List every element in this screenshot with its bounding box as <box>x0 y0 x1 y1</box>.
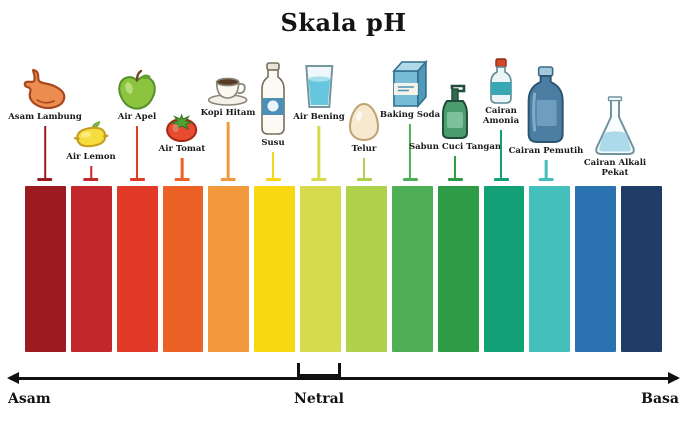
item-label: Air Tomat <box>158 144 206 155</box>
item-label: Cairan Amonia <box>482 106 520 127</box>
baking-soda-box-icon <box>389 58 431 109</box>
milk-bottle-icon <box>258 62 288 136</box>
egg-icon <box>348 102 380 142</box>
item-label: Air Apel <box>117 112 157 123</box>
ph-bar <box>254 186 296 352</box>
item-stem-line <box>180 157 184 178</box>
ph-bar <box>529 186 571 352</box>
item-baking-soda: Baking Soda <box>380 58 440 181</box>
item-label: Cairan Alkali Pekat <box>583 157 647 178</box>
page-title: Skala pH <box>280 8 407 37</box>
ph-bar <box>208 186 250 352</box>
item-label: Air Lemon <box>66 152 116 163</box>
item-tick <box>538 177 554 181</box>
ph-bar <box>116 186 158 352</box>
item-tick <box>220 177 236 181</box>
item-label: Air Bening <box>293 112 345 123</box>
item-stem-line <box>89 165 93 178</box>
bleach-bottle-icon <box>523 66 569 144</box>
water-glass-icon <box>301 64 337 110</box>
item-tick <box>129 177 145 181</box>
item-label: Telur <box>351 144 377 155</box>
item-stem-line <box>499 129 503 178</box>
ph-bar <box>346 186 387 352</box>
soap-dispenser-icon <box>438 84 472 140</box>
ph-bar <box>483 186 525 352</box>
ph-bar <box>70 186 112 352</box>
ph-bar <box>621 186 663 352</box>
item-label: Sabun Cuci Tangan <box>408 142 502 153</box>
item-cairan-alkali-pekat: Cairan Alkali Pekat <box>583 95 647 181</box>
ph-bar <box>575 186 617 352</box>
item-air-bening: Air Bening <box>293 64 345 181</box>
item-tick <box>402 177 418 181</box>
item-cairan-pemutih: Cairan Pemutih <box>508 66 584 181</box>
item-stem-line <box>317 125 321 178</box>
item-stem-line <box>453 155 457 178</box>
item-air-apel: Air Apel <box>117 70 157 181</box>
item-cairan-amonia: Cairan Amonia <box>479 58 523 181</box>
item-asam-lambung: Asam Lambung <box>8 68 82 181</box>
neutral-bracket <box>297 363 341 377</box>
item-susu: Susu <box>258 62 288 181</box>
item-stem-line <box>544 159 548 178</box>
item-stem-line <box>271 151 275 178</box>
apple-icon <box>117 70 157 111</box>
lemon-icon <box>73 120 109 150</box>
item-tick <box>311 177 327 181</box>
item-label: Asam Lambung <box>8 112 82 123</box>
ph-axis-arrow <box>7 372 680 384</box>
item-stem-line <box>408 123 412 178</box>
axis-label-netral: Netral <box>294 391 344 407</box>
item-kopi-hitam: Kopi Hitam <box>200 74 256 181</box>
ph-bar <box>391 186 433 352</box>
item-tick <box>356 177 372 181</box>
coffee-cup-icon <box>207 74 249 107</box>
erlenmeyer-flask-icon <box>593 95 637 156</box>
item-label: Kopi Hitam <box>200 108 256 119</box>
item-tick <box>447 177 463 181</box>
item-stem-line <box>135 125 139 178</box>
ph-bar <box>162 186 204 352</box>
item-telur: Telur <box>348 102 380 181</box>
item-label: Baking Soda <box>379 110 441 121</box>
axis-label-basa: Basa <box>641 391 679 407</box>
item-sabun-cuci-tangan: Sabun Cuci Tangan <box>409 84 501 181</box>
item-stem-line <box>43 125 47 178</box>
item-tick <box>265 177 281 181</box>
item-stem-line <box>362 157 366 178</box>
ph-bar <box>300 186 342 352</box>
stomach-icon <box>22 68 68 110</box>
axis-label-asam: Asam <box>8 391 51 407</box>
item-label: Cairan Pemutih <box>508 146 584 157</box>
item-tick <box>493 177 509 181</box>
ph-bar <box>25 186 66 352</box>
item-tick <box>174 177 190 181</box>
item-air-tomat: Air Tomat <box>158 112 206 181</box>
tomato-icon <box>166 112 198 143</box>
ammonia-bottle-icon <box>487 58 515 104</box>
ph-bars-row <box>25 186 663 352</box>
ph-bar <box>437 186 479 352</box>
item-air-lemon: Air Lemon <box>66 120 116 181</box>
item-tick <box>37 177 53 181</box>
item-tick <box>83 177 99 181</box>
item-label: Susu <box>261 138 285 149</box>
item-stem-line <box>226 121 230 178</box>
